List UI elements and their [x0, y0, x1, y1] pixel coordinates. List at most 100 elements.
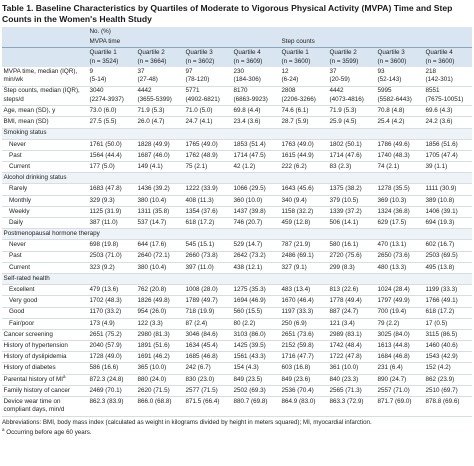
column-name: Quartile 4	[233, 49, 261, 57]
cell-text: 470 (13.1)	[377, 241, 407, 249]
data-cell: 1716 (47.7)	[280, 351, 328, 364]
data-cell: 69.8 (4.4)	[232, 105, 280, 118]
data-row: Step counts, median (IQR), steps/d 3040 (2…	[2, 86, 473, 107]
data-cell: 1634 (45.4)	[184, 340, 232, 353]
data-cell: 1828 (49.9)	[136, 139, 184, 151]
cell-text: 1853 (51.4)	[233, 140, 266, 148]
data-cell: 438 (12.1)	[232, 262, 280, 274]
cell-text: 1694 (46.9)	[233, 297, 266, 305]
cell-text: 629 (17.5)	[377, 218, 407, 226]
cell-line: (5582-6443)	[377, 95, 412, 103]
row-label: Cancer screening	[2, 329, 88, 342]
data-cell: 97 (78-120)	[184, 66, 232, 87]
cell-text: 70.8 (4.8)	[377, 107, 405, 115]
data-cell: 529 (14.7)	[232, 239, 280, 252]
data-row: History of hypertension 2040 (57.9) 1891 (…	[2, 340, 473, 353]
cell-text: 1691 (46.2)	[137, 353, 170, 361]
column-header: Quartile 1 (n = 3524)	[88, 47, 136, 67]
data-cell: 1786 (49.6)	[376, 139, 424, 151]
cell-text: 80 (2.2)	[233, 319, 256, 327]
data-cell: 871.7 (69.0)	[376, 396, 424, 417]
cell-text: 340 (9.4)	[281, 196, 307, 204]
row-label-text: Postmenopausal hormone therapy	[3, 230, 100, 238]
data-cell: 222 (6.2)	[280, 161, 328, 174]
footnote-mark: a	[63, 373, 66, 379]
column-name: Quartile 1	[281, 49, 309, 57]
row-label: Never	[2, 139, 88, 151]
data-cell: 1199 (33.3)	[424, 284, 473, 297]
cell-text: 299 (8.3)	[329, 263, 355, 271]
data-cell: 2486 (69.1)	[280, 251, 328, 263]
data-cell: 1722 (47.8)	[328, 351, 376, 364]
data-cell: 1613 (44.8)	[376, 340, 424, 353]
data-cell: 3103 (86.0)	[232, 329, 280, 342]
cell-line: (20-59)	[329, 76, 350, 84]
cell-text: 2640 (72.1)	[137, 252, 170, 260]
header-row: MVPA time Step counts	[2, 37, 473, 49]
data-cell: 2980 (81.3)	[136, 329, 184, 342]
column-n: (n = 3600)	[425, 57, 455, 65]
column-header: Quartile 2 (n = 3664)	[136, 47, 184, 67]
column-header: Quartile 1 (n = 3600)	[280, 47, 328, 67]
cell-text: 1425 (39.5)	[233, 341, 266, 349]
data-cell: 380 (10.4)	[136, 262, 184, 274]
cell-line: 12	[281, 67, 289, 75]
cell-text: 762 (20.8)	[137, 286, 167, 294]
cell-text: 74.6 (6.1)	[281, 107, 309, 115]
cell-text: 1802 (50.1)	[329, 140, 362, 148]
data-cell: 495 (13.8)	[424, 262, 473, 274]
data-cell: 80 (2.2)	[232, 318, 280, 330]
cell-text: 1705 (47.4)	[425, 151, 458, 159]
header-row: Quartile 1 (n = 3524) Quartile 2 (n = 3664)…	[2, 47, 473, 67]
cell-text: 560 (15.5)	[233, 308, 263, 316]
cell-text: 222 (6.2)	[281, 162, 307, 170]
column-name: Quartile 1	[89, 49, 117, 57]
row-label-text: Past	[9, 151, 22, 159]
cell-text: 830 (23.0)	[185, 375, 215, 383]
footnote: a Occurring before age 60 years.	[2, 427, 472, 437]
cell-text: 1789 (49.7)	[185, 297, 218, 305]
row-label: Never	[2, 239, 88, 252]
data-cell: 1425 (39.5)	[232, 340, 280, 353]
row-label-text: Excellent	[9, 286, 35, 294]
data-cell: 1339 (37.2)	[328, 206, 376, 219]
cell-text: 2642 (73.2)	[233, 252, 266, 260]
row-label-text: Smoking status	[3, 129, 47, 137]
data-cell: 26.0 (4.7)	[136, 116, 184, 129]
cell-text: 863.3 (72.9)	[329, 397, 364, 405]
cell-text: 71.0 (5.0)	[185, 107, 213, 115]
data-row: Cancer screening 2651 (75.2) 2980 (81.3) 30…	[2, 329, 473, 342]
cell-text: 2503 (71.0)	[89, 252, 122, 260]
column-n: (n = 3602)	[185, 57, 215, 65]
data-cell: 871.5 (66.4)	[184, 396, 232, 417]
cell-line: (4902-6821)	[185, 95, 220, 103]
cell-text: 2720 (75.6)	[329, 252, 362, 260]
cell-text: 2651 (73.6)	[281, 330, 314, 338]
data-cell: 862.3 (83.9)	[88, 396, 136, 417]
cell-text: 1634 (45.4)	[185, 341, 218, 349]
cell-text: 479 (13.6)	[89, 286, 119, 294]
data-cell: 2577 (71.5)	[184, 385, 232, 398]
cell-text: 3115 (86.5)	[425, 330, 458, 338]
data-cell: 2469 (70.1)	[88, 385, 136, 398]
cell-text: 39 (1.1)	[425, 162, 448, 170]
data-cell: 863.3 (72.9)	[328, 396, 376, 417]
cell-text: 361 (10.0)	[329, 364, 359, 372]
data-cell: 122 (3.3)	[136, 318, 184, 330]
column-name: Quartile 3	[185, 49, 213, 57]
data-cell: 74.6 (6.1)	[280, 105, 328, 118]
row-label-text: Good	[9, 308, 25, 316]
data-cell: 387 (11.0)	[88, 217, 136, 230]
data-row: Fair/poor 173 (4.9) 122 (3.3) 87 (2.4) 80 (2…	[2, 318, 473, 330]
data-cell: 718 (19.9)	[184, 307, 232, 319]
cell-text: 2650 (73.6)	[377, 252, 410, 260]
cell-text: 1613 (44.8)	[377, 341, 410, 349]
row-label-text: Alcohol drinking status	[3, 174, 67, 182]
cell-text: 580 (16.1)	[329, 241, 359, 249]
cell-text: 871.7 (69.0)	[377, 397, 412, 405]
data-cell: 849 (23.6)	[280, 374, 328, 386]
cell-text: 73.0 (6.0)	[89, 107, 117, 115]
data-cell: 1564 (44.4)	[88, 150, 136, 163]
data-row: Current 323 (9.2) 380 (10.4) 397 (11.0) 438 …	[2, 262, 473, 274]
row-label-text: Family history of cancer	[3, 386, 71, 394]
